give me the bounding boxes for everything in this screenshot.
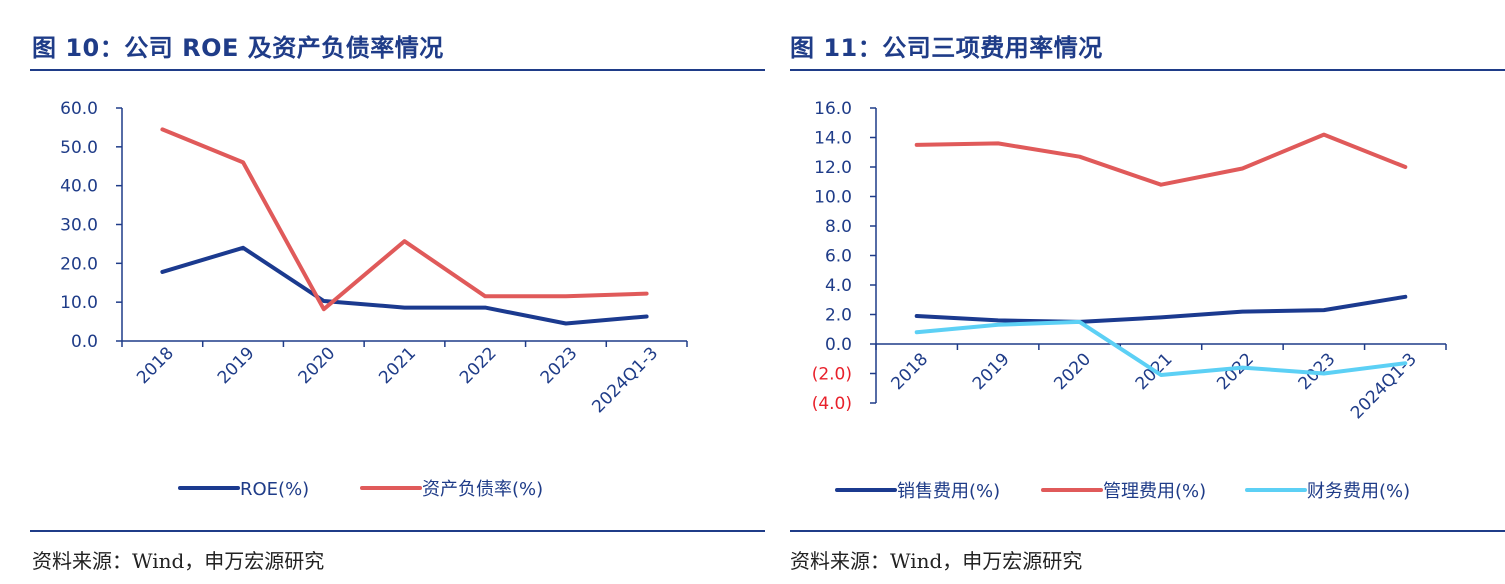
expense-ratio-chart: (4.0) (2.0) 0.0 2.0 4.0 6.0 8.0 10.0 12.0 14.0 16.… — [812, 99, 1447, 502]
legend-label-2: 管理费用(%) — [1103, 481, 1206, 502]
x-tick-label: 2020 — [1050, 349, 1095, 394]
x-tick-label: 2024Q1-3 — [1347, 349, 1421, 423]
figure-10-source: 资料来源：Wind，申万宏源研究 — [32, 549, 325, 573]
x-tick-label: 2018 — [133, 343, 178, 388]
y-tick-label: 2.0 — [825, 306, 852, 326]
x-tick-label: 2021 — [375, 343, 420, 388]
x-tick-label: 2019 — [969, 349, 1014, 394]
y-tick-label: 4.0 — [825, 276, 852, 296]
series-line-3 — [914, 319, 1408, 377]
x-tick-label: 2022 — [456, 343, 501, 388]
figure-10-top-rule — [30, 69, 765, 71]
y-tick-label: 60.0 — [60, 99, 98, 119]
figure-10: 图 10：公司 ROE 及资产负债率情况 0.0 10.0 20.0 30.0 40.0… — [30, 34, 765, 573]
legend-label-1: ROE(%) — [240, 479, 309, 500]
y-tick-label: 0.0 — [71, 332, 98, 352]
x-tick-label: 2023 — [537, 343, 582, 388]
series-line-2 — [914, 132, 1408, 187]
y-tick-label: 8.0 — [825, 217, 852, 237]
series-line-2 — [160, 127, 649, 312]
legend-label-1: 销售费用(%) — [897, 481, 1000, 502]
x-tick-label: 2018 — [888, 349, 933, 394]
x-tick-label: 2024Q1-3 — [588, 343, 662, 417]
figure-11-title: 图 11：公司三项费用率情况 — [790, 34, 1103, 62]
y-tick-label: 40.0 — [60, 177, 98, 197]
y-tick-label: 12.0 — [814, 158, 852, 178]
y-tick-label: 16.0 — [814, 99, 852, 119]
y-tick-label: (4.0) — [812, 394, 852, 414]
y-tick-label: 50.0 — [60, 138, 98, 158]
roe-debt-ratio-chart: 0.0 10.0 20.0 30.0 40.0 50.0 60.0 2018 2019 2020 2… — [60, 99, 688, 500]
y-tick-label: (2.0) — [812, 365, 852, 385]
y-tick-label: 10.0 — [60, 293, 98, 313]
legend-label-3: 财务费用(%) — [1307, 481, 1410, 502]
figure-10-bottom-rule — [30, 530, 765, 532]
figure-11-source: 资料来源：Wind，申万宏源研究 — [790, 549, 1083, 573]
figure-10-title: 图 10：公司 ROE 及资产负债率情况 — [32, 34, 444, 62]
y-tick-label: 6.0 — [825, 247, 852, 267]
x-tick-label: 2022 — [1213, 349, 1258, 394]
y-tick-label: 30.0 — [60, 216, 98, 236]
y-tick-label: 0.0 — [825, 335, 852, 355]
x-tick-label: 2019 — [214, 343, 259, 388]
figure-11-top-rule — [790, 69, 1505, 71]
y-tick-label: 14.0 — [814, 129, 852, 149]
x-tick-label: 2020 — [295, 343, 340, 388]
series-line-1 — [914, 294, 1408, 324]
figure-11-bottom-rule — [790, 530, 1505, 532]
series-line-1 — [160, 245, 649, 326]
legend-label-2: 资产负债率(%) — [422, 479, 543, 500]
y-tick-label: 10.0 — [814, 188, 852, 208]
y-tick-label: 20.0 — [60, 254, 98, 274]
figure-11: 图 11：公司三项费用率情况 (4.0) (2.0) 0.0 2.0 4.0 6.0 8.0… — [785, 0, 1505, 584]
